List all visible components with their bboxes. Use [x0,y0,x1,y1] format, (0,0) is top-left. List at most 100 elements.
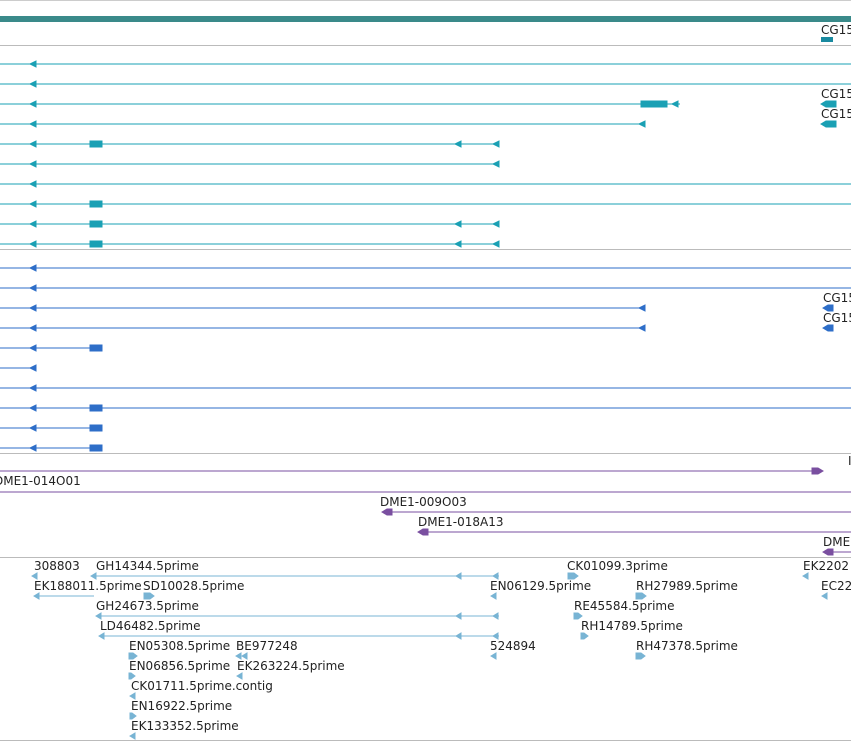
est-arrow [90,572,97,580]
est-label[interactable]: LD46482.5prime [100,619,201,633]
est-arrow[interactable] [821,592,828,600]
gene-label[interactable]: CG15 [823,311,851,325]
est-arrow[interactable] [129,712,137,720]
est-arrow[interactable] [573,612,583,620]
exon[interactable] [89,444,103,452]
est-arrow [455,572,462,580]
transcript-arrow [28,304,37,312]
transcript-arrow [453,140,462,148]
clone-label[interactable]: I [848,454,851,468]
teal-transcript-track: CG15 CG15 [0,60,851,248]
transcript-arrow [28,220,37,228]
transcript-arrow [491,160,500,168]
est-label[interactable]: EN06856.5prime [129,659,230,673]
est-label[interactable]: CK01711.5prime.contig [131,679,273,693]
transcript-arrow [28,60,37,68]
gene-feature[interactable] [822,324,834,332]
gene-label[interactable]: CG15 [821,107,851,121]
clone-label[interactable]: DME1-018A13 [418,515,504,529]
est-label[interactable]: 308803 [34,559,80,573]
est-label[interactable]: CK01099.3prime [567,559,668,573]
clone-track: I DME1-014O01 DME1-009O03 DME1-018A13 DM… [0,454,851,556]
est-arrow[interactable] [31,572,38,580]
transcript-arrow [28,404,37,412]
gene-label-top[interactable]: CG15 [821,23,851,37]
est-arrow[interactable] [235,652,242,660]
selected-gene-bar[interactable] [0,16,851,22]
est-arrow[interactable] [241,652,248,660]
transcript-arrow [28,180,37,188]
est-label[interactable]: EK133352.5prime [131,719,239,733]
est-label[interactable]: EK263224.5prime [237,659,345,673]
est-label[interactable]: EC22 [821,579,851,593]
exon[interactable] [89,404,103,412]
clone-label[interactable]: DME1-009O03 [380,495,467,509]
transcript-arrow [670,100,679,108]
transcript-arrow [28,120,37,128]
est-arrow[interactable] [129,692,136,700]
clone-arrow [381,508,393,516]
est-label[interactable]: 524894 [490,639,536,653]
exon[interactable] [89,344,103,352]
transcript-arrow [637,304,646,312]
est-label[interactable]: RH27989.5prime [636,579,738,593]
est-arrow[interactable] [802,572,809,580]
transcript-arrow [28,200,37,208]
clone-label[interactable]: DME1-014O01 [0,474,81,488]
gene-label[interactable]: CG15 [823,291,851,305]
est-track: 308803 GH14344.5prime CK01099.3prime EK2… [31,559,851,740]
est-label[interactable]: EN06129.5prime [490,579,591,593]
exon[interactable] [89,220,103,228]
transcript-arrow [28,444,37,452]
est-label[interactable]: SD10028.5prime [143,579,244,593]
est-arrow[interactable] [129,732,136,740]
est-label[interactable]: EN05308.5prime [129,639,230,653]
gene-feature[interactable] [820,120,837,128]
gene-feature[interactable] [820,100,837,108]
est-label[interactable]: RH47378.5prime [636,639,738,653]
est-label[interactable]: EK2202 [803,559,849,573]
transcript-arrow [28,344,37,352]
est-arrow[interactable] [490,652,497,660]
transcript-arrow [28,264,37,272]
transcript-arrow [28,324,37,332]
transcript-arrow [28,140,37,148]
transcript-arrow [637,324,646,332]
est-label[interactable]: EN16922.5prime [131,699,232,713]
transcript-arrow [491,220,500,228]
gene-feature[interactable] [822,304,834,312]
est-arrow [492,612,499,620]
est-label[interactable]: GH14344.5prime [96,559,199,573]
est-arrow[interactable] [490,592,497,600]
gene-label[interactable]: CG15 [821,87,851,101]
transcript-arrow [28,160,37,168]
clone-label[interactable]: DME [823,535,850,549]
exon[interactable] [89,240,103,248]
transcript-arrow [28,384,37,392]
clone-arrow [811,467,824,475]
est-arrow[interactable] [567,572,579,580]
est-arrow[interactable] [635,652,646,660]
est-arrow[interactable] [143,592,155,600]
clone-arrow [822,548,834,556]
transcript-arrow [28,240,37,248]
exon[interactable] [89,140,103,148]
exon[interactable] [89,424,103,432]
gene-feature-top[interactable] [821,37,833,42]
est-arrow[interactable] [128,652,138,660]
est-label[interactable]: EK188011.5prime [34,579,142,593]
est-label[interactable]: GH24673.5prime [96,599,199,613]
exon[interactable] [640,100,668,108]
transcript-arrow [28,284,37,292]
est-arrow[interactable] [635,592,647,600]
est-arrow[interactable] [236,672,243,680]
est-label[interactable]: RH14789.5prime [581,619,683,633]
transcript-arrow [453,240,462,248]
exon[interactable] [89,200,103,208]
est-arrow[interactable] [580,632,589,640]
transcript-arrow [28,424,37,432]
est-label[interactable]: BE977248 [236,639,298,653]
est-label[interactable]: RE45584.5prime [574,599,675,613]
est-arrow[interactable] [128,672,136,680]
est-arrow [33,592,40,600]
